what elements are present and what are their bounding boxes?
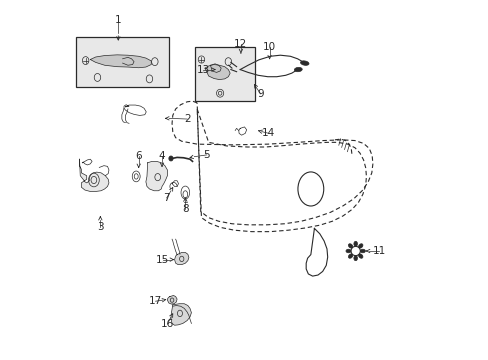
Text: 10: 10 bbox=[263, 42, 276, 52]
Text: 5: 5 bbox=[203, 150, 210, 160]
Polygon shape bbox=[204, 64, 230, 80]
Ellipse shape bbox=[168, 156, 173, 161]
Text: 13: 13 bbox=[196, 64, 209, 75]
Text: 4: 4 bbox=[159, 150, 165, 161]
Text: 12: 12 bbox=[234, 39, 247, 49]
Ellipse shape bbox=[358, 254, 362, 258]
Text: 3: 3 bbox=[97, 222, 103, 232]
Polygon shape bbox=[145, 161, 167, 191]
Ellipse shape bbox=[348, 244, 352, 248]
Text: 9: 9 bbox=[257, 89, 264, 99]
Text: 6: 6 bbox=[135, 150, 142, 161]
Text: 11: 11 bbox=[371, 246, 385, 256]
Ellipse shape bbox=[353, 241, 357, 246]
Ellipse shape bbox=[294, 67, 302, 72]
Polygon shape bbox=[167, 296, 177, 304]
Text: 1: 1 bbox=[115, 15, 122, 26]
Ellipse shape bbox=[348, 254, 352, 258]
Text: 17: 17 bbox=[149, 296, 162, 306]
Polygon shape bbox=[171, 304, 191, 325]
Polygon shape bbox=[90, 55, 151, 68]
Ellipse shape bbox=[300, 61, 308, 65]
Ellipse shape bbox=[360, 249, 365, 253]
Text: 15: 15 bbox=[156, 255, 169, 265]
Ellipse shape bbox=[346, 249, 350, 253]
Ellipse shape bbox=[358, 244, 362, 248]
Text: 14: 14 bbox=[262, 129, 275, 138]
Text: 7: 7 bbox=[163, 193, 170, 203]
Ellipse shape bbox=[353, 256, 357, 261]
Text: 2: 2 bbox=[183, 114, 190, 124]
Bar bbox=[76, 37, 169, 87]
Polygon shape bbox=[80, 159, 109, 192]
Bar bbox=[195, 47, 255, 101]
Text: 16: 16 bbox=[161, 319, 174, 329]
Text: 8: 8 bbox=[182, 204, 188, 214]
Polygon shape bbox=[174, 252, 188, 265]
